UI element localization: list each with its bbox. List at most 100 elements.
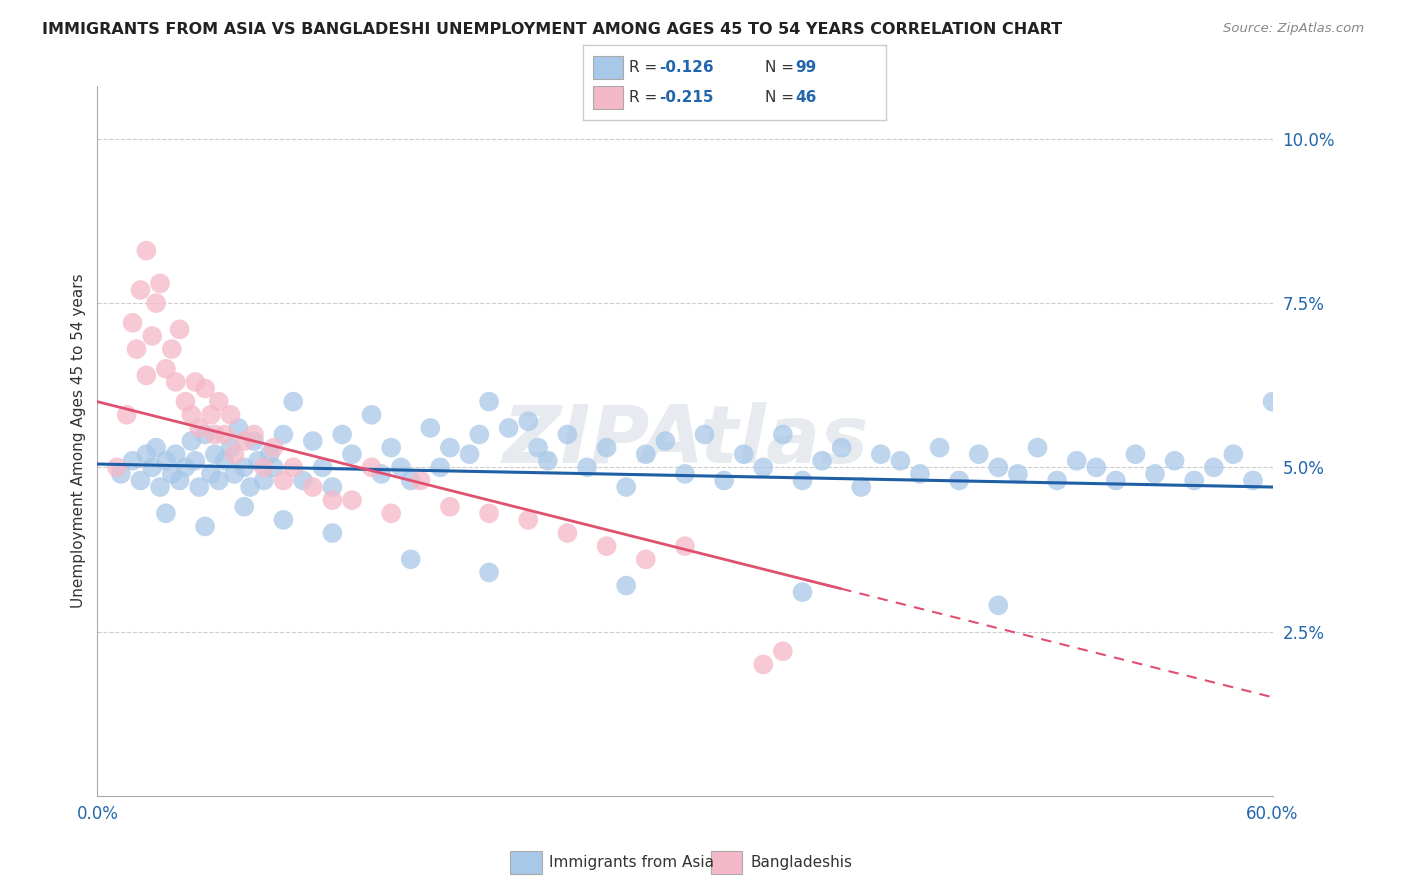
Point — [987, 599, 1010, 613]
Point — [517, 414, 540, 428]
Point — [311, 460, 333, 475]
Point — [283, 460, 305, 475]
Point — [1202, 460, 1225, 475]
Point — [478, 566, 501, 580]
Point — [233, 460, 256, 475]
Point — [263, 441, 285, 455]
Point — [752, 460, 775, 475]
Point — [595, 441, 617, 455]
Point — [772, 644, 794, 658]
Point — [129, 283, 152, 297]
Text: 46: 46 — [796, 90, 817, 105]
Point — [889, 454, 911, 468]
Point — [389, 460, 412, 475]
Point — [145, 441, 167, 455]
Point — [1163, 454, 1185, 468]
Point — [419, 421, 441, 435]
Point — [1046, 474, 1069, 488]
Point — [301, 480, 323, 494]
Point — [149, 480, 172, 494]
Text: N =: N = — [765, 90, 799, 105]
Point — [321, 493, 343, 508]
Point — [273, 474, 295, 488]
Point — [141, 329, 163, 343]
Point — [967, 447, 990, 461]
Point — [693, 427, 716, 442]
Point — [1261, 394, 1284, 409]
Point — [188, 480, 211, 494]
Point — [340, 493, 363, 508]
Point — [713, 474, 735, 488]
Point — [869, 447, 891, 461]
Point — [439, 500, 461, 514]
Bar — [510, 851, 541, 874]
Point — [169, 322, 191, 336]
Point — [987, 460, 1010, 475]
Point — [200, 408, 222, 422]
Point — [253, 460, 276, 475]
Text: ZIPAtlas: ZIPAtlas — [502, 402, 868, 480]
Point — [301, 434, 323, 448]
Bar — [711, 851, 742, 874]
Point — [110, 467, 132, 481]
Point — [160, 467, 183, 481]
Point — [219, 408, 242, 422]
Point — [614, 480, 637, 494]
Point — [115, 408, 138, 422]
Point — [194, 427, 217, 442]
Point — [792, 585, 814, 599]
Point — [214, 427, 236, 442]
Point — [233, 500, 256, 514]
Point — [948, 474, 970, 488]
Point — [1105, 474, 1128, 488]
Point — [429, 460, 451, 475]
Point — [851, 480, 873, 494]
Point — [149, 277, 172, 291]
Point — [1182, 474, 1205, 488]
Point — [409, 474, 432, 488]
Point — [155, 506, 177, 520]
Point — [129, 474, 152, 488]
Point — [273, 513, 295, 527]
Point — [321, 480, 343, 494]
Point — [792, 474, 814, 488]
Point — [399, 552, 422, 566]
Point — [243, 427, 266, 442]
Point — [380, 441, 402, 455]
Point — [1222, 447, 1244, 461]
Point — [184, 454, 207, 468]
Point — [204, 447, 226, 461]
Point — [576, 460, 599, 475]
Point — [340, 447, 363, 461]
Point — [135, 244, 157, 258]
Y-axis label: Unemployment Among Ages 45 to 54 years: Unemployment Among Ages 45 to 54 years — [72, 274, 86, 608]
Point — [208, 474, 231, 488]
Text: Bangladeshis: Bangladeshis — [751, 855, 852, 870]
Point — [772, 427, 794, 442]
Point — [634, 447, 657, 461]
Point — [1125, 447, 1147, 461]
Text: R =: R = — [628, 90, 662, 105]
Point — [208, 394, 231, 409]
Point — [194, 382, 217, 396]
Point — [155, 454, 177, 468]
Point — [498, 421, 520, 435]
Point — [105, 460, 128, 475]
Point — [283, 394, 305, 409]
Point — [165, 447, 187, 461]
Point — [135, 368, 157, 383]
Point — [141, 460, 163, 475]
Point — [246, 454, 269, 468]
Point — [1241, 474, 1264, 488]
Bar — [592, 87, 623, 109]
Point — [121, 316, 143, 330]
Point — [253, 474, 276, 488]
Text: R =: R = — [628, 60, 662, 75]
Point — [180, 408, 202, 422]
Point — [160, 342, 183, 356]
Point — [135, 447, 157, 461]
Point — [239, 480, 262, 494]
Text: N =: N = — [765, 60, 799, 75]
Text: Immigrants from Asia: Immigrants from Asia — [550, 855, 714, 870]
Point — [478, 506, 501, 520]
